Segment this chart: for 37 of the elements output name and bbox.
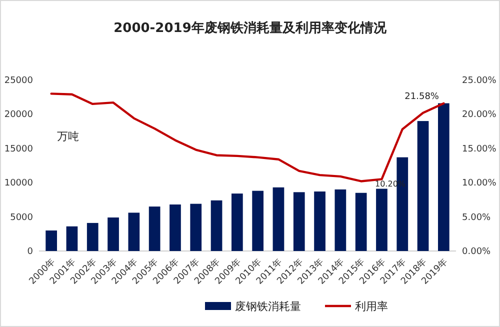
legend-label: 废钢铁消耗量: [235, 300, 301, 313]
bar: [334, 189, 346, 251]
legend-label: 利用率: [355, 300, 388, 313]
bar: [231, 194, 243, 251]
bar: [128, 212, 140, 251]
bar: [190, 204, 202, 251]
y-tick-label: 5000: [10, 212, 34, 223]
bar: [108, 217, 119, 251]
bar: [376, 188, 388, 251]
y-tick-label: 20000: [4, 110, 34, 120]
bar: [170, 204, 181, 251]
bar: [417, 121, 429, 251]
y2-tick-label: 0.00%: [462, 247, 492, 257]
y-tick-label: 10000: [4, 178, 34, 189]
annotation: 万吨: [57, 130, 79, 143]
y2-tick-label: 10.00%: [462, 178, 497, 189]
y2-tick-label: 25.00%: [462, 76, 497, 86]
annotation: 21.58%: [404, 92, 440, 102]
bar: [314, 191, 326, 251]
y2-tick-label: 20.00%: [462, 110, 497, 120]
chart-title: 2000-2019年废钢铁消耗量及利用率变化情况: [114, 20, 388, 36]
bar: [66, 226, 78, 251]
y2-tick-label: 5.00%: [462, 212, 492, 223]
bar: [210, 200, 222, 251]
bar: [148, 206, 160, 251]
y-tick-label: 0: [27, 247, 34, 257]
line-series: [50, 92, 445, 182]
y-tick-label: 25000: [4, 76, 34, 86]
bar: [86, 222, 98, 251]
bar: [438, 103, 450, 251]
y-tick-label: 15000: [4, 144, 34, 154]
bar: [272, 187, 284, 251]
y2-tick-label: 15.00%: [462, 144, 497, 154]
bar: [252, 190, 264, 251]
bar: [355, 192, 367, 251]
bar: [293, 192, 305, 251]
bar: [46, 230, 58, 251]
